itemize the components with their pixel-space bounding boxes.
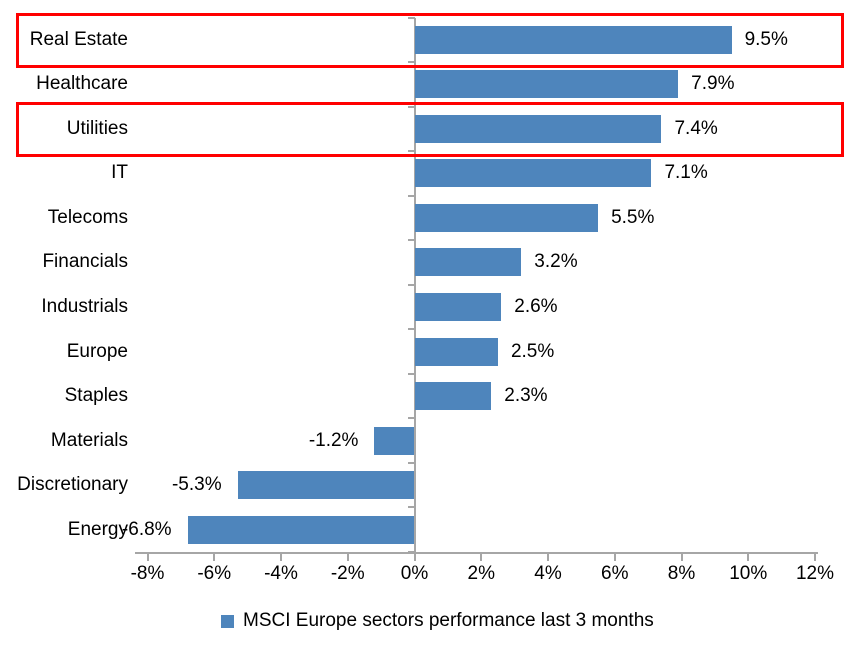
y-axis-tick xyxy=(407,372,415,375)
y-axis-tick xyxy=(407,105,415,108)
category-label: Europe xyxy=(66,340,128,362)
bar xyxy=(374,426,415,455)
x-axis-tick-label: 12% xyxy=(795,563,835,584)
legend: MSCI Europe sectors performance last 3 m… xyxy=(221,610,654,632)
x-axis-tick-label: 8% xyxy=(667,563,696,584)
bar xyxy=(414,248,522,277)
x-axis-tick xyxy=(814,554,816,561)
y-axis-tick xyxy=(407,239,415,242)
value-label: -5.3% xyxy=(171,474,222,496)
value-label: 5.5% xyxy=(611,206,655,228)
x-axis-line xyxy=(135,552,818,554)
y-axis-tick xyxy=(407,16,415,19)
x-axis-tick-label: -6% xyxy=(197,563,232,584)
x-axis-tick-label: 6% xyxy=(601,563,629,584)
category-label: Financials xyxy=(42,251,128,273)
y-axis-tick xyxy=(407,194,415,197)
x-axis-tick xyxy=(413,554,416,561)
category-label: Healthcare xyxy=(36,73,128,95)
category-label: Utilities xyxy=(66,117,128,139)
x-axis-tick-label: 4% xyxy=(534,563,562,584)
y-axis-line xyxy=(413,17,416,552)
bar xyxy=(414,70,679,99)
bar xyxy=(414,382,492,411)
value-label: 7.9% xyxy=(691,73,735,95)
category-label: Industrials xyxy=(41,296,128,318)
bar xyxy=(414,159,652,188)
x-axis-tick-label: 0% xyxy=(400,563,429,584)
x-axis-tick xyxy=(280,554,282,561)
value-label: -6.8% xyxy=(121,518,172,540)
x-axis-tick xyxy=(146,554,149,561)
x-axis-tick-label: -8% xyxy=(130,563,165,584)
x-axis-tick-label: -4% xyxy=(264,563,298,584)
category-label: Materials xyxy=(50,429,128,451)
x-axis-tick xyxy=(346,554,349,561)
bar xyxy=(414,25,732,54)
y-axis-tick xyxy=(407,506,415,509)
y-axis-tick xyxy=(407,328,415,331)
x-axis-tick-label: -2% xyxy=(330,563,365,584)
x-axis-tick xyxy=(480,554,483,561)
y-axis-tick xyxy=(407,417,415,420)
x-axis-tick xyxy=(613,554,616,561)
bar xyxy=(414,114,662,143)
category-label: Energy xyxy=(67,518,128,540)
x-axis-tick xyxy=(213,554,216,561)
category-label: IT xyxy=(111,162,128,184)
value-label: 7.1% xyxy=(664,162,708,184)
bar xyxy=(414,293,502,322)
category-label: Telecoms xyxy=(47,206,128,228)
value-label: 3.2% xyxy=(534,251,578,273)
y-axis-tick xyxy=(407,61,415,64)
y-axis-tick xyxy=(407,461,415,464)
category-label: Staples xyxy=(64,385,128,407)
x-axis-tick-label: 2% xyxy=(467,563,495,584)
bar xyxy=(187,515,415,544)
category-label: Discretionary xyxy=(17,474,128,496)
x-axis-tick-label: 10% xyxy=(729,563,768,584)
y-axis-tick xyxy=(407,283,415,286)
bar xyxy=(414,203,599,232)
value-label: 2.6% xyxy=(514,296,558,318)
y-axis-tick xyxy=(407,150,415,153)
bar xyxy=(237,471,415,500)
highlight-box-utilities xyxy=(16,102,844,157)
x-axis-tick xyxy=(680,554,683,561)
value-label: -1.2% xyxy=(308,429,359,451)
legend-label: MSCI Europe sectors performance last 3 m… xyxy=(243,610,654,631)
category-label: Real Estate xyxy=(29,28,128,50)
highlight-box-real-estate xyxy=(16,13,844,68)
value-label: 9.5% xyxy=(744,28,788,50)
value-label: 7.4% xyxy=(674,117,718,139)
value-label: 2.3% xyxy=(504,385,548,407)
bar xyxy=(414,337,498,366)
legend-marker-icon xyxy=(221,614,234,628)
x-axis-tick xyxy=(547,554,549,561)
x-axis-tick xyxy=(747,554,750,561)
value-label: 2.5% xyxy=(510,340,555,362)
